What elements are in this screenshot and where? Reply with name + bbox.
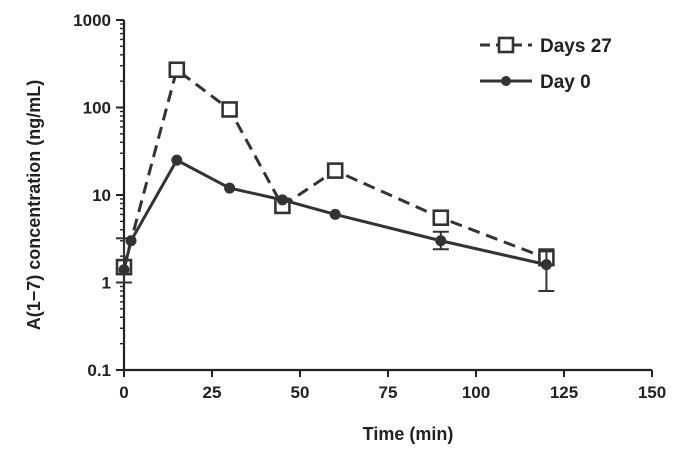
y-tick-label: 100 [83, 99, 111, 118]
legend-item-0: Days 27 [480, 36, 612, 57]
legend-label: Day 0 [540, 72, 591, 93]
x-tick-label: 75 [379, 383, 398, 402]
series-line [122, 158, 547, 271]
data-point [432, 209, 450, 227]
series-layer [115, 61, 555, 292]
series-0 [115, 61, 555, 276]
series-1 [116, 154, 555, 292]
data-point [326, 162, 344, 179]
y-tick-label: 1 [102, 274, 111, 293]
x-axis-label: Time (min) [363, 424, 454, 444]
legend: Days 27 Day 0 [480, 36, 612, 93]
x-tick-label: 0 [119, 383, 128, 402]
data-point [329, 208, 341, 220]
data-point [118, 264, 130, 276]
legend-marker [497, 36, 515, 54]
data-point [125, 235, 137, 247]
data-point [168, 61, 186, 79]
legend-item-1: Day 0 [480, 72, 591, 93]
data-point [276, 194, 288, 206]
y-axis-label: A(1−7) concentration (ng/mL) [24, 80, 44, 331]
x-tick-label: 100 [462, 383, 490, 402]
legend-marker [501, 76, 511, 86]
y-tick-label: 1000 [73, 11, 111, 30]
x-tick-label: 125 [550, 383, 578, 402]
y-tick-label: 10 [92, 186, 111, 205]
x-tick-label: 150 [638, 383, 666, 402]
x-tick-label: 25 [203, 383, 222, 402]
x-tick-label: 50 [291, 383, 310, 402]
data-point [540, 259, 552, 271]
data-point [435, 235, 447, 247]
legend-label: Days 27 [540, 36, 612, 57]
data-point [224, 182, 236, 194]
y-tick-label: 0.1 [87, 361, 111, 380]
axes: 0 25 50 75 100 125 150 0.1 1 10 100 1000 Time (min) A… [24, 11, 666, 444]
data-point [171, 154, 183, 166]
data-point [221, 101, 238, 118]
